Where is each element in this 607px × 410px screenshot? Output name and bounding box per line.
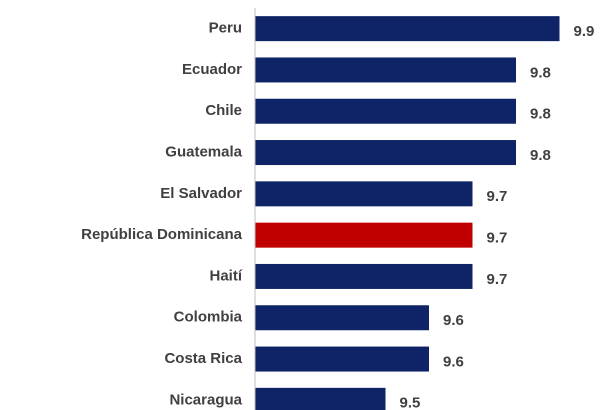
category-label: El Salvador [160, 185, 242, 202]
bar [255, 98, 516, 124]
value-label: 9.6 [443, 353, 464, 370]
value-label: 9.8 [530, 106, 551, 123]
value-label: 9.5 [400, 395, 421, 410]
category-label: Colombia [174, 309, 243, 326]
category-label: República Dominicana [81, 226, 243, 243]
bar [255, 387, 386, 410]
bar [255, 305, 429, 331]
value-label: 9.7 [487, 188, 508, 205]
bar [255, 346, 429, 372]
bar [255, 263, 473, 289]
bar [255, 181, 473, 207]
bar [255, 140, 516, 166]
bar [255, 222, 473, 248]
category-label: Peru [209, 20, 242, 37]
category-label: Chile [205, 102, 242, 119]
value-label: 9.8 [530, 147, 551, 164]
category-label: Guatemala [165, 144, 242, 161]
bar [255, 57, 516, 83]
value-label: 9.9 [574, 23, 595, 40]
category-label: Nicaragua [169, 391, 242, 408]
category-label: Costa Rica [164, 350, 242, 367]
category-label: Ecuador [182, 61, 242, 78]
value-label: 9.8 [530, 64, 551, 81]
bar [255, 16, 560, 42]
value-label: 9.7 [487, 230, 508, 247]
value-label: 9.6 [443, 312, 464, 329]
category-label: Haití [209, 267, 242, 284]
value-label: 9.7 [487, 271, 508, 288]
